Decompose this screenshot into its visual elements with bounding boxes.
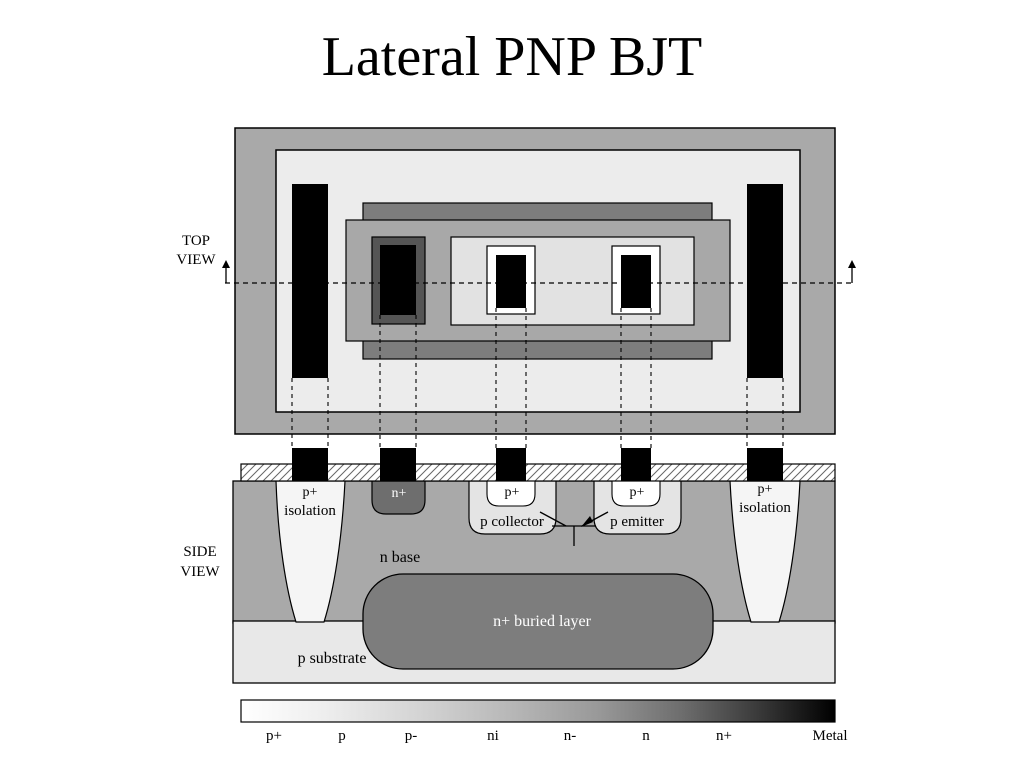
- top-collector-metal: [496, 255, 526, 308]
- legend-label-2: p-: [405, 728, 418, 744]
- label-emitter-p-plus: p+: [630, 485, 645, 500]
- side-metal-collector: [496, 448, 526, 481]
- side-emitter-p-plus: [611, 480, 661, 507]
- label-n-plus-contact: n+: [392, 486, 407, 501]
- side-metal-base: [380, 448, 416, 481]
- side-collector-p-plus: [486, 480, 536, 507]
- side-buried-layer: [362, 573, 714, 670]
- label-iso-right-sup: p+: [758, 482, 773, 497]
- side-oxide-layer: [240, 463, 836, 482]
- label-iso-left: isolation: [284, 503, 336, 519]
- side-view: p+ isolation n+ p+ p+ p+ isolation p col…: [180, 448, 836, 684]
- pnp-emitter-arrow-icon: [581, 516, 593, 527]
- top-base-metal: [380, 245, 416, 315]
- label-p-emitter: p emitter: [610, 514, 664, 530]
- top-view-label-2: VIEW: [176, 252, 216, 268]
- top-isolation-metal-right: [747, 184, 783, 378]
- label-iso-left-sup: p+: [303, 485, 318, 500]
- top-emitter-metal: [621, 255, 651, 308]
- projection-lines: [291, 308, 784, 450]
- legend-label-1: p: [338, 728, 346, 744]
- legend-label-7: Metal: [813, 728, 848, 744]
- side-metal-iso-left: [292, 448, 328, 481]
- side-isolation-left: [275, 480, 346, 623]
- legend-label-0: p+: [266, 728, 282, 744]
- label-substrate: p substrate: [298, 650, 367, 667]
- label-n-base: n base: [380, 549, 420, 566]
- side-view-label-2: VIEW: [180, 564, 220, 580]
- top-view: TOP VIEW: [176, 127, 856, 435]
- side-metal-iso-right: [747, 448, 783, 481]
- svg-text:p+: p+: [303, 485, 318, 500]
- label-collector-p-plus: p+: [505, 485, 520, 500]
- top-isolation-metal-left: [292, 184, 328, 378]
- label-p-collector: p collector: [480, 514, 544, 530]
- side-n-plus-contact: [371, 480, 426, 515]
- section-arrow-left-icon: [222, 260, 230, 268]
- legend-label-5: n: [642, 728, 650, 744]
- top-view-label-1: TOP: [182, 233, 210, 249]
- section-arrow-right-icon: [848, 260, 856, 268]
- svg-text:p+: p+: [758, 482, 773, 497]
- legend-label-3: ni: [487, 728, 499, 744]
- side-view-label-1: SIDE: [183, 544, 216, 560]
- label-buried-layer: n+ buried layer: [493, 613, 592, 630]
- legend-labels: p+ p p-ni n-n n+ Metal: [266, 728, 847, 744]
- legend-label-6: n+: [716, 728, 732, 744]
- side-metal-emitter: [621, 448, 651, 481]
- legend-label-4: n-: [564, 728, 577, 744]
- page-title: Lateral PNP BJT: [321, 26, 703, 88]
- label-iso-right: isolation: [739, 500, 791, 516]
- side-isolation-right: [729, 480, 801, 623]
- legend-bar: [240, 699, 836, 723]
